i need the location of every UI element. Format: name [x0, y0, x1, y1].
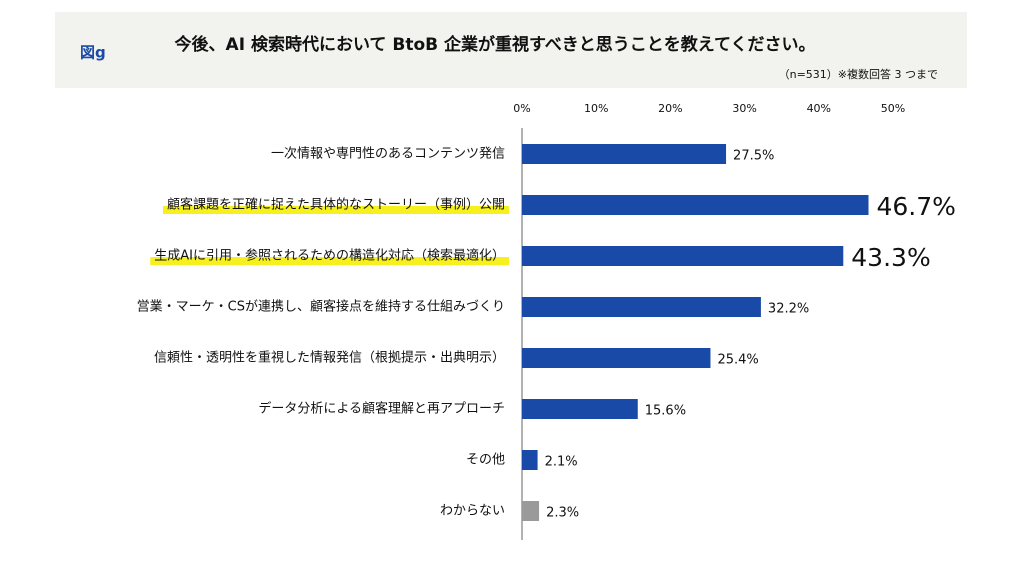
category-label: 生成AIに引用・参照されるための構造化対応（検索最適化）: [154, 248, 505, 264]
bar: [522, 348, 711, 368]
figure-label: 図g: [80, 44, 106, 62]
x-tick-label: 10%: [584, 102, 608, 115]
chart-title: 今後、AI 検索時代において BtoB 企業が重視すべきと思うことを教えてくださ…: [175, 34, 816, 55]
highlight-marker: [162, 206, 509, 214]
value-label: 2.3%: [546, 506, 579, 521]
value-label: 15.6%: [645, 404, 686, 419]
value-label: 46.7%: [877, 192, 956, 221]
bar: [522, 399, 638, 419]
value-label: 43.3%: [851, 243, 930, 272]
category-label: 信頼性・透明性を重視した情報発信（根拠提示・出典明示）: [154, 350, 505, 366]
value-label: 32.2%: [768, 302, 809, 317]
x-tick-label: 0%: [513, 102, 530, 115]
category-label: 顧客課題を正確に捉えた具体的なストーリー（事例）公開: [167, 197, 505, 213]
bar: [522, 501, 540, 521]
value-label: 27.5%: [733, 149, 774, 164]
category-label: 一次情報や専門性のあるコンテンツ発信: [271, 146, 505, 162]
category-label: 営業・マーケ・CSが連携し、顧客接点を維持する仕組みづくり: [137, 299, 505, 315]
category-label: わからない: [440, 504, 505, 519]
x-tick-label: 40%: [807, 102, 831, 115]
header-band: [55, 12, 967, 88]
x-tick-label: 30%: [732, 102, 756, 115]
category-label: データ分析による顧客理解と再アプローチ: [258, 401, 505, 417]
x-tick-label: 20%: [658, 102, 682, 115]
x-tick-label: 50%: [881, 102, 905, 115]
bar: [522, 246, 844, 266]
note: （n=531）※複数回答 3 つまで: [779, 67, 938, 81]
bar: [522, 450, 538, 470]
highlight-marker: [150, 257, 509, 265]
bar: [522, 195, 869, 215]
bar: [522, 297, 761, 317]
category-label: その他: [466, 453, 505, 468]
bar: [522, 144, 727, 164]
value-label: 25.4%: [717, 353, 758, 368]
value-label: 2.1%: [545, 455, 578, 470]
